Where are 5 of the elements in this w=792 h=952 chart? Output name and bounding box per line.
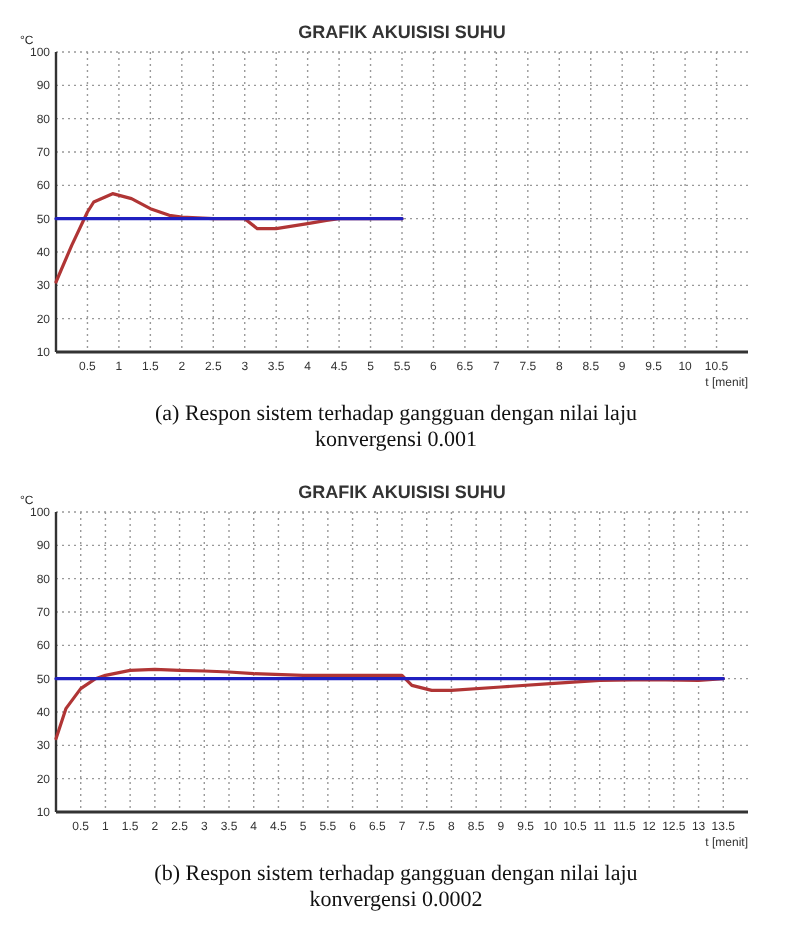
chart-title: GRAFIK AKUISISI SUHU <box>298 22 506 42</box>
text: (a) Respon sistem terhadap gangguan dengan nilai laju konvergensi 0.001 <box>154 402 639 452</box>
text: (b) Respon sistem terhadap gangguan dengan nilai laju konvergensi 0.0002 <box>154 862 639 912</box>
line-series <box>54 667 725 741</box>
chart-title: GRAFIK AKUISISI SUHU <box>298 482 506 502</box>
